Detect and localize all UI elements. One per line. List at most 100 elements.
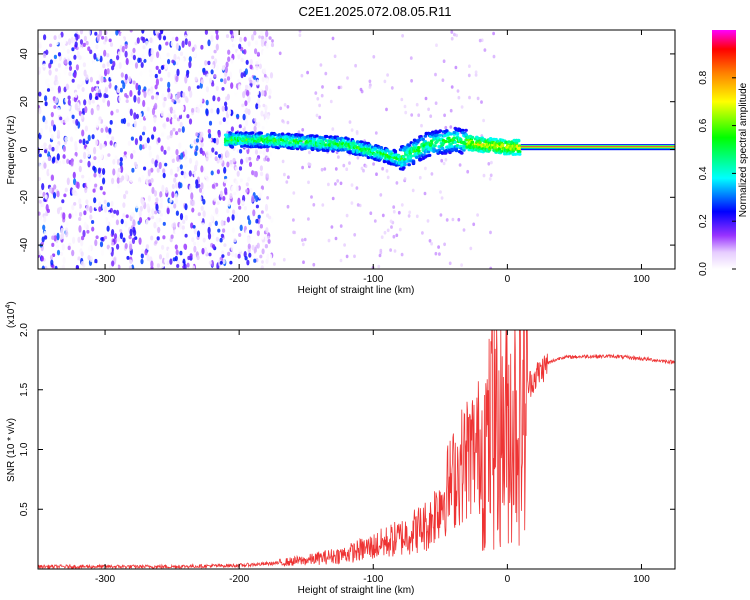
spectrogram-cell (115, 209, 120, 216)
spectrogram-cell (78, 139, 82, 144)
spectrogram-cell (199, 216, 203, 222)
spectrogram-cell (191, 117, 195, 122)
spectrogram-cell (92, 246, 96, 251)
spectrogram-cell (247, 108, 251, 116)
spectrogram-cell (195, 179, 199, 186)
spectrogram-cell (205, 150, 209, 157)
spectrogram-cell (151, 215, 155, 220)
spectrogram-cell (141, 53, 145, 61)
spectrogram-cell (226, 216, 230, 223)
spectrogram-cell (292, 218, 295, 222)
spectrogram-cell (270, 217, 274, 224)
spectrogram-cell (158, 44, 162, 51)
spectrogram-cell (265, 84, 269, 92)
spectrogram-cell (174, 166, 178, 172)
spectrogram-cell (142, 45, 146, 50)
spectrogram-cell (188, 170, 192, 177)
spectrogram-cell (159, 202, 163, 210)
spectrogram-cell (392, 205, 396, 209)
spectrogram-cell (141, 30, 145, 34)
spectrogram-cell (258, 35, 261, 39)
spectrogram-cell (119, 177, 123, 183)
spectrogram-cell (179, 222, 183, 230)
spectrogram-cell (72, 171, 76, 179)
spectrogram-cell (262, 150, 266, 156)
spectrogram-cell (137, 96, 141, 104)
spectrogram-cell (231, 264, 235, 269)
spectrogram-cell (517, 152, 522, 156)
colorbar-ticks: 0.0 0.2 0.4 0.6 0.8 (698, 70, 736, 276)
spectrogram-cell (150, 177, 154, 183)
spectrogram-cell (208, 260, 212, 265)
spectrogram-cell (306, 146, 311, 150)
spectrogram-cell (377, 264, 381, 269)
spectrogram-cell (222, 196, 226, 201)
spectrogram-cell (71, 78, 75, 83)
spectrogram-cell (301, 238, 304, 242)
spectrogram-cell (103, 235, 108, 240)
spectrogram-cell (192, 225, 196, 229)
spectrogram-cell (117, 184, 121, 189)
x-tick-label: -100 (363, 274, 383, 285)
spectrogram-cell (153, 221, 157, 229)
spectrogram-cell (167, 81, 171, 89)
spectrogram-cell (474, 73, 478, 77)
spectrogram-cell (44, 124, 49, 130)
spectrogram-cell (268, 36, 272, 40)
spectrogram-cell (50, 174, 55, 181)
spectrogram-cell (354, 63, 357, 68)
spectrogram-cell (393, 149, 398, 153)
spectrogram-cell (268, 215, 272, 220)
spectrogram-cell (189, 90, 193, 98)
spectrogram-cell (102, 168, 106, 175)
spectrogram-cell (135, 165, 139, 169)
spectrogram-cell (157, 226, 161, 234)
spectrogram-cell (116, 177, 120, 184)
spectrogram-cell (208, 222, 212, 228)
spectrogram-cell (348, 151, 353, 155)
spectrogram-cell (260, 35, 265, 40)
spectrogram-cell (184, 173, 188, 179)
spectrogram-cell (213, 74, 217, 78)
spectrogram-cell (379, 193, 383, 197)
spectrogram-cell (46, 168, 50, 177)
spectrogram-cell (476, 96, 480, 101)
spectrogram-cell (78, 198, 82, 205)
spectrogram-cell (248, 219, 252, 226)
y-tick-label: 20 (19, 96, 30, 108)
spectrogram-cell (171, 117, 175, 124)
spectrogram-cell (324, 134, 329, 139)
spectrogram-cell (156, 51, 160, 59)
spectrogram-cell (271, 135, 275, 139)
spectrogram-cell (383, 79, 387, 84)
spectrogram-cell (86, 204, 90, 212)
spectrogram-cell (265, 78, 269, 83)
spectrogram-cell (334, 167, 338, 171)
spectrogram-cell (222, 117, 226, 122)
spectrogram-cell (220, 78, 224, 83)
spectrogram-cell (433, 144, 437, 148)
spectrogram-cell (174, 197, 179, 205)
spectrogram-cell (167, 71, 171, 78)
spectrogram-cell (174, 228, 178, 234)
spectrogram-cell (71, 204, 75, 211)
spectrogram-cell (76, 207, 80, 214)
spectrogram-cell (251, 170, 255, 176)
spectrogram-cell (497, 147, 502, 151)
spectrogram-cell (226, 151, 230, 158)
spectrogram-cell (164, 63, 168, 70)
spectrogram-cell (297, 130, 301, 134)
spectrogram-cell (261, 248, 265, 255)
spectrogram-cell (286, 105, 290, 109)
spectrogram-cell (345, 213, 349, 218)
spectrogram-cell (59, 116, 63, 121)
spectrogram-cell (109, 42, 114, 47)
spectrogram-cell (251, 195, 255, 203)
spectrogram-cell (468, 95, 471, 100)
spectrogram-cell (359, 87, 363, 92)
y-tick-label: 1.0 (19, 442, 30, 456)
spectrogram-cell (182, 187, 186, 194)
spectrogram-cell (450, 145, 454, 149)
spectrogram-cell (329, 140, 333, 144)
spectrogram-cell (243, 36, 247, 42)
